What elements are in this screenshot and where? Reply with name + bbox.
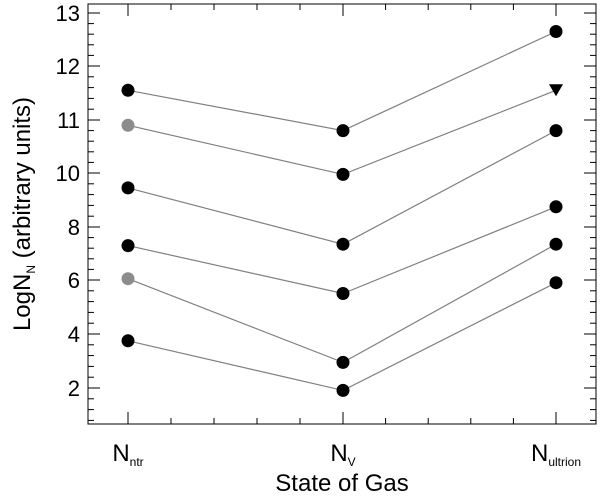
data-point (336, 237, 350, 251)
series-lines (127, 30, 557, 392)
data-point (121, 83, 135, 97)
x-category-label: Nntr (112, 440, 143, 469)
data-point (336, 355, 350, 369)
series-line (127, 243, 557, 364)
y-tick-label: 4 (68, 322, 80, 347)
y-tick-label: 10 (56, 161, 80, 186)
x-category-label: NV (330, 440, 355, 469)
data-point (336, 287, 350, 300)
y-axis-title: LogNN (arbitrary units) (9, 97, 38, 331)
data-point (549, 124, 563, 138)
series-line (127, 130, 557, 245)
data-point (549, 237, 563, 251)
data-point (336, 383, 350, 397)
x-category-label-sub: ultrion (548, 455, 581, 469)
y-tick-label: 6 (68, 268, 80, 293)
data-point (121, 334, 135, 348)
data-point (336, 124, 350, 138)
x-category-label-main: N (531, 440, 548, 467)
x-axis-title: State of Gas (275, 470, 408, 496)
data-point (121, 181, 135, 195)
y-tick-label: 2 (68, 376, 80, 401)
x-tick-labels: Nntr NV Nultrion (112, 440, 581, 469)
x-category-label-main: N (330, 440, 347, 467)
y-tick-labels: 2 4 6 8 10 11 12 13 (56, 1, 80, 401)
minor-ticks (88, 4, 596, 424)
data-point (549, 200, 563, 214)
data-point (121, 118, 135, 132)
data-point-triangle (549, 84, 563, 97)
y-axis-title-sub: N (24, 265, 38, 274)
data-point (549, 25, 563, 38)
y-axis-title-main: LogN (9, 274, 36, 331)
plot-frame (87, 3, 597, 425)
x-category-label-main: N (112, 440, 129, 467)
x-category-label-sub: V (348, 455, 356, 469)
x-category-label: Nultrion (531, 440, 581, 469)
x-category-label-sub: ntr (130, 455, 144, 469)
y-tick-label: 12 (56, 54, 80, 79)
data-point (121, 239, 135, 253)
y-tick-label: 13 (56, 1, 80, 26)
y-axis-title-rest: (arbitrary units) (9, 97, 36, 265)
series-markers (121, 25, 563, 397)
data-point (336, 167, 350, 181)
data-point (121, 272, 135, 286)
y-tick-label: 8 (68, 215, 80, 240)
data-point (549, 276, 563, 290)
y-tick-label: 11 (57, 108, 80, 133)
